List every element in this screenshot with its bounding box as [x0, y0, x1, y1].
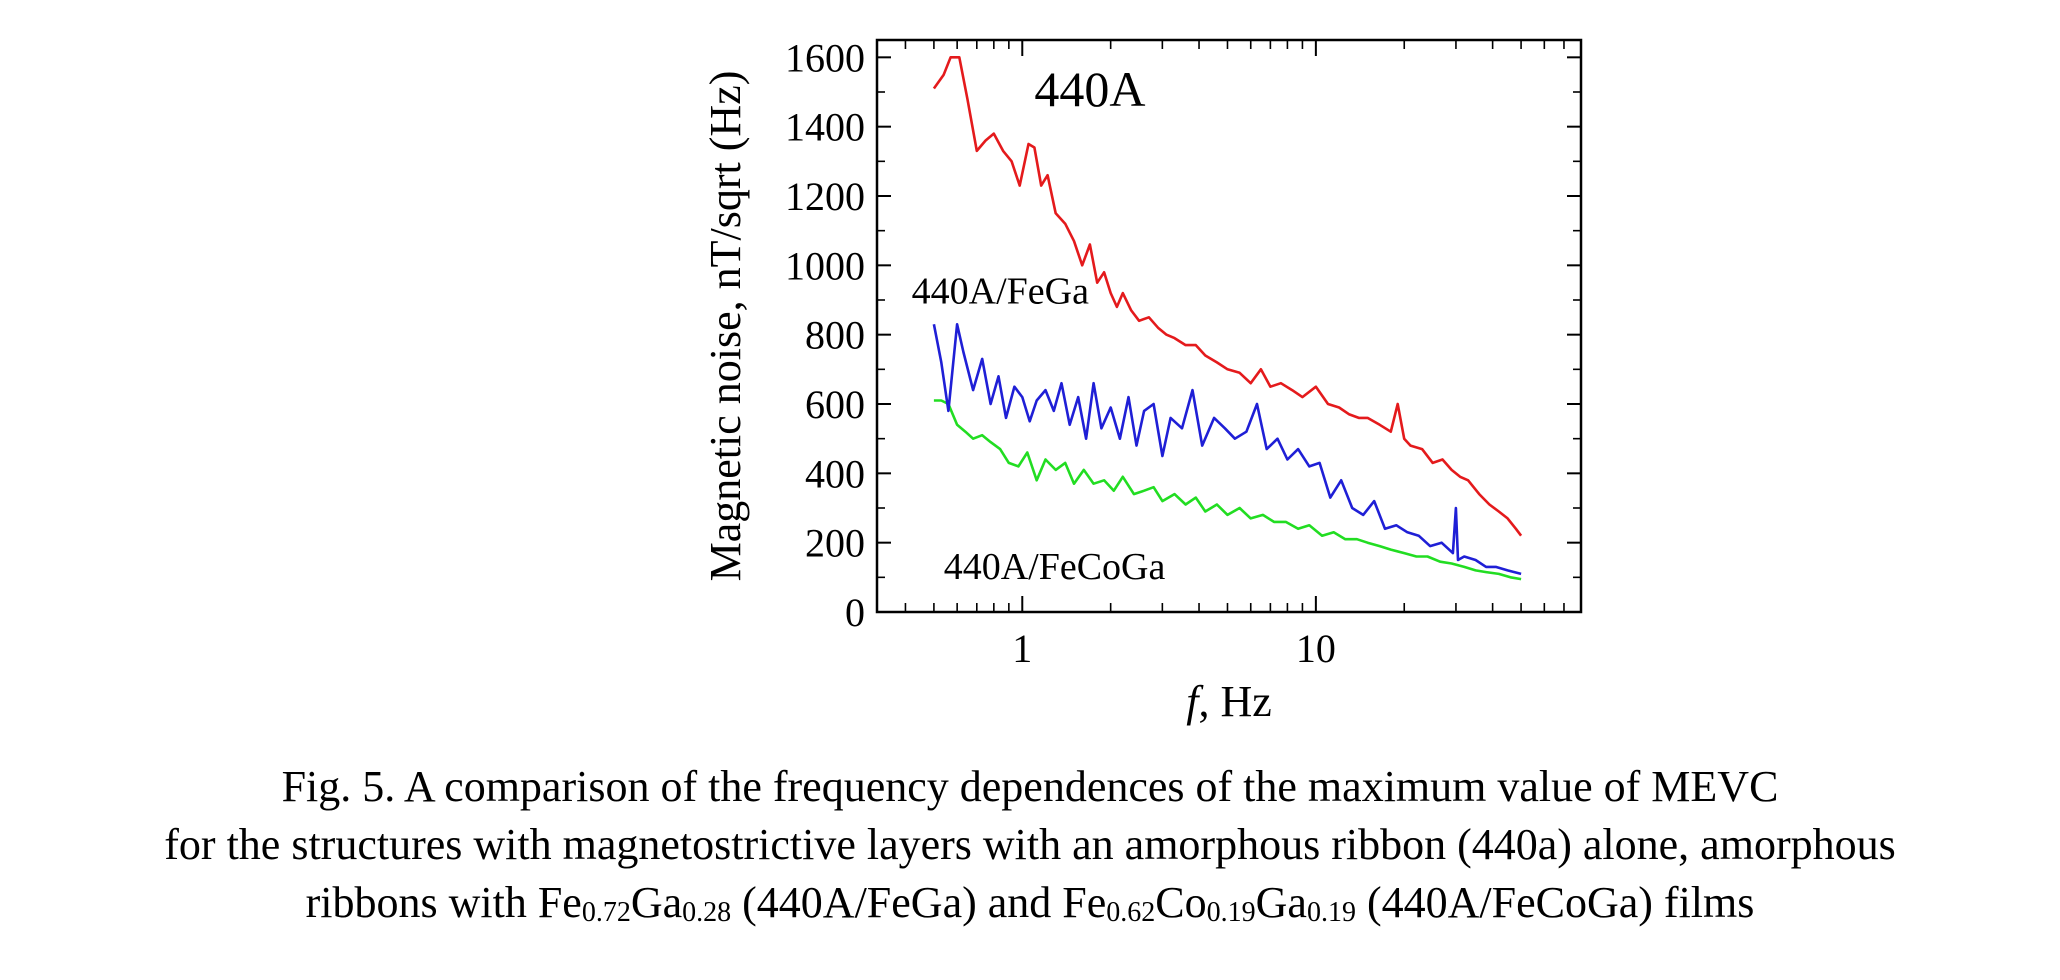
series-annotations: 440A 440A/FeGa 440A/FeCoGa	[912, 61, 1166, 588]
annotation-440a-fecoga: 440A/FeCoGa	[944, 546, 1166, 588]
series-line-440a	[932, 55, 1523, 537]
y-tick-label: 1200	[785, 174, 865, 219]
series-line-440a-fega	[932, 322, 1522, 576]
series-lines	[932, 55, 1523, 581]
y-tick-label: 1600	[785, 35, 865, 80]
x-axis-title-unit: , Hz	[1198, 677, 1271, 726]
plot-area	[875, 38, 1583, 614]
caption-text: Ga	[1255, 878, 1307, 927]
caption-line-3: ribbons with Fe0.72Ga0.28 (440A/FeGa) an…	[0, 874, 2060, 932]
x-tick-label: 1	[1012, 626, 1032, 671]
caption-subscript: 0.62	[1106, 897, 1156, 928]
axis-ticks	[877, 40, 1581, 613]
y-tick-label: 600	[805, 382, 865, 427]
y-tick-label: 200	[805, 521, 865, 566]
x-tick-label: 10	[1296, 626, 1336, 671]
caption-subscript: 0.28	[682, 897, 732, 928]
y-tick-label: 1400	[785, 105, 865, 150]
noise-chart: 0 200 400 600 800 1000 1200 1400 1600 1 10 f, Hz M…	[701, 35, 1583, 726]
caption-text: (440A/FeCoGa) films	[1355, 878, 1755, 927]
annotation-440a-fega: 440A/FeGa	[912, 270, 1089, 312]
y-axis-title: Magnetic noise, nT/sqrt (Hz)	[701, 71, 750, 582]
y-tick-label: 800	[805, 313, 865, 358]
caption-subscript: 0.72	[581, 897, 631, 928]
y-tick-label: 400	[805, 451, 865, 496]
y-tick-label: 0	[845, 590, 865, 635]
plot-border	[875, 38, 1583, 614]
caption-text: (440A/FeGa) and Fe	[731, 878, 1107, 927]
caption-subscript: 0.19	[1306, 897, 1356, 928]
series-line-440a-fecoga	[933, 399, 1522, 581]
caption-text: Co	[1155, 878, 1207, 927]
caption-line-2: for the structures with magnetostrictive…	[164, 820, 1896, 869]
y-tick-label: 1000	[785, 243, 865, 288]
caption-line-1: Fig. 5. A comparison of the frequency de…	[281, 762, 1779, 811]
axis-labels: 0 200 400 600 800 1000 1200 1400 1600 1 10	[785, 35, 1336, 671]
annotation-440a: 440A	[1034, 61, 1145, 117]
x-axis-title: f, Hz	[1186, 677, 1272, 726]
caption-text: Ga	[630, 878, 683, 927]
caption-text: ribbons with Fe	[305, 878, 582, 927]
caption-subscript: 0.19	[1206, 897, 1256, 928]
